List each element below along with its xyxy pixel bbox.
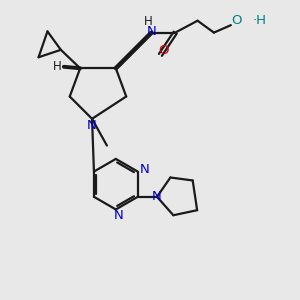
Text: N: N [147,25,156,38]
Text: N: N [140,163,149,176]
Text: H: H [53,60,62,73]
Text: O: O [158,44,169,57]
Text: N: N [87,119,97,132]
Text: H: H [143,15,152,28]
Text: N: N [113,209,123,223]
Text: O: O [231,14,242,27]
Text: N: N [152,190,162,203]
Text: ·H: ·H [253,14,266,27]
